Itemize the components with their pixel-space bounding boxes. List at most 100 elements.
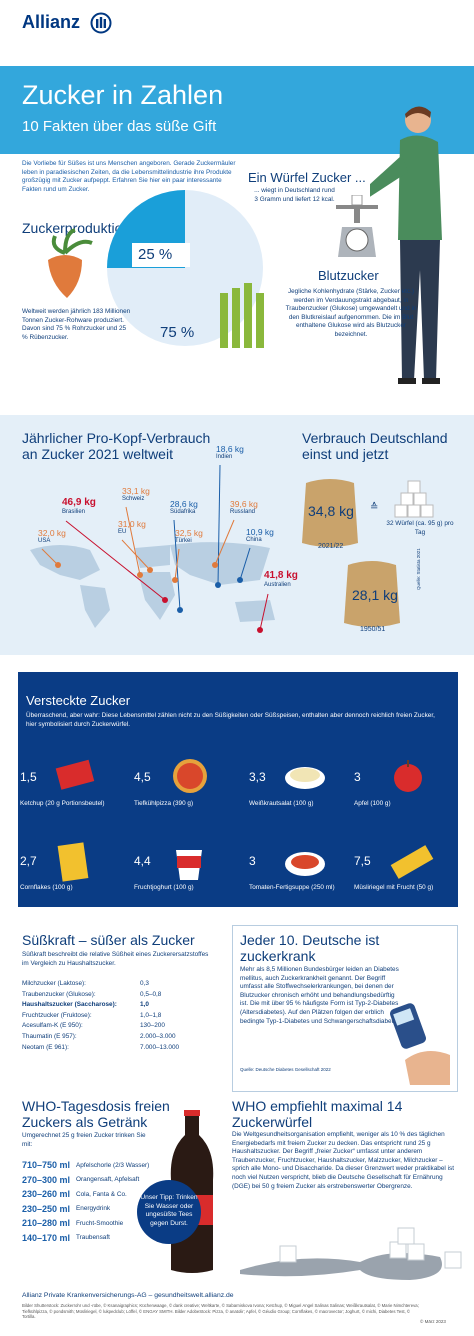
sweetness-title: Süßkraft – süßer als Zucker xyxy=(22,932,195,948)
drink-amount: 140–170 ml xyxy=(22,1232,71,1243)
drink-amount: 710–750 ml xyxy=(22,1160,71,1170)
diabetes-box xyxy=(232,925,458,1092)
sweetness-cell: Haushaltszucker (Saccharose): xyxy=(22,1001,117,1009)
intro-text: Die Vorliebe für Süßes ist uns Menschen … xyxy=(22,160,236,193)
food-label: Fruchtjoghurt (100 g) xyxy=(134,884,194,891)
banner xyxy=(0,66,474,154)
food-label: Tomaten-Fertigsuppe (250 ml) xyxy=(249,884,335,891)
country-name: Brasilien xyxy=(62,509,86,515)
sugar-cubes: 7,5 xyxy=(354,854,371,868)
country-name: China xyxy=(246,537,262,543)
country-value: 33,1 kg xyxy=(122,486,150,496)
food-icon xyxy=(57,842,89,882)
diabetes-title: Jeder 10. Deutsche ist zuckerkrank xyxy=(240,932,380,964)
country-name: Südafrika xyxy=(170,509,196,515)
beet-share: 25 % xyxy=(138,246,173,263)
country-value: 10,9 kg xyxy=(246,527,274,537)
pin xyxy=(121,539,153,573)
sweetness-cell: Fruchtzucker (Fruktose): xyxy=(22,1011,92,1019)
sugar-cubes: 2,7 xyxy=(20,854,37,868)
food-icon xyxy=(285,852,325,876)
food-label: Tiefkühlpizza (390 g) xyxy=(134,800,194,807)
spoon-illustration xyxy=(240,1227,462,1280)
production-title: Zuckerproduktion xyxy=(22,220,131,236)
sweetness-cell: Thaumatin (E 957): xyxy=(22,1033,77,1040)
country-value: 32,5 kg xyxy=(175,528,203,538)
pin xyxy=(257,593,269,633)
sweetness-cell: 2.000–3.000 xyxy=(140,1033,176,1040)
footer-date: © März 2023 xyxy=(420,1319,446,1324)
drink-amount: 230–260 ml xyxy=(22,1189,71,1199)
country-name: Indien xyxy=(216,454,233,460)
country-name: Australien xyxy=(264,582,291,588)
sweetness-text: Süßkraft beschreibt die relative Süßheit… xyxy=(22,951,209,967)
drink-name: Traubensaft xyxy=(76,1234,110,1241)
sugar-cubes: 1,5 xyxy=(20,770,37,784)
drink-name: Orangensaft, Apfelsaft xyxy=(76,1176,140,1183)
then-value: 28,1 kg xyxy=(352,587,398,603)
glucometer-illustration xyxy=(390,1003,450,1085)
food-icon xyxy=(173,759,207,793)
food-icon xyxy=(390,845,434,879)
who-drinks-title: WHO-Tagesdosis freien Zuckers als Geträn… xyxy=(22,1098,170,1130)
sweetness-cell: 0,5–0,8 xyxy=(140,990,162,998)
banner-title: Zucker in Zahlen xyxy=(22,80,224,110)
cane-share: 75 % xyxy=(160,324,195,341)
pin xyxy=(65,520,168,603)
sugar-cubes: 3,3 xyxy=(249,770,266,784)
production-pie xyxy=(48,190,264,348)
sweetness-cell: Traubenzucker (Glukose): xyxy=(22,990,96,998)
country-value: 28,6 kg xyxy=(170,499,198,509)
sweetness-cell: 0,3 xyxy=(140,980,149,987)
food-label: Cornflakes (100 g) xyxy=(20,884,73,891)
cube-text: ... wiegt in Deutschland rund 3 Gramm un… xyxy=(254,187,335,203)
diabetes-text: Mehr als 8,5 Millionen Bundesbürger leid… xyxy=(240,966,402,1025)
who-drinks-text: Umgerechnet 25 g freien Zucker trinken S… xyxy=(22,1132,146,1148)
cube-title: Ein Würfel Zucker ... xyxy=(248,170,366,185)
country-name: USA xyxy=(38,538,51,544)
food-icon xyxy=(55,759,95,790)
production-text: Weltweit werden jährlich 183 Millionen T… xyxy=(22,308,131,341)
pin xyxy=(212,519,235,568)
drink-name: Apfelschorle (2/3 Wasser) xyxy=(76,1161,150,1169)
food-label: Müsliriegel mit Frucht (50 g) xyxy=(354,884,434,891)
hidden-sugar-section xyxy=(18,672,458,907)
food-label: Ketchup (20 g Portionsbeutel) xyxy=(20,800,105,807)
sweetness-cell: Acesulfam-K (E 950): xyxy=(22,1022,83,1030)
country-value: 32,0 kg xyxy=(38,528,66,538)
who-cubes-text: Die Weltgesundheitsorganisation empfiehl… xyxy=(232,1131,454,1190)
drink-name: Cola, Fanta & Co. xyxy=(76,1190,127,1198)
tip-bubble xyxy=(137,1180,201,1244)
country-name: Schweiz xyxy=(122,496,145,502)
who-cubes-title: WHO empfiehlt maximal 14 Zuckerwürfel xyxy=(232,1098,403,1130)
sweetness-cell: 130–200 xyxy=(140,1022,165,1030)
hidden-title: Versteckte Zucker xyxy=(26,693,131,708)
sweetness-cell: 1,0 xyxy=(140,1001,149,1009)
footer-credits: Bilder Shutterstock: Zuckerrohr und -rüb… xyxy=(22,1303,419,1320)
world-title: Jährlicher Pro-Kopf-Verbrauch an Zucker … xyxy=(22,430,211,462)
country-value: 41,8 kg xyxy=(264,570,298,581)
drink-name: Energydrink xyxy=(76,1205,111,1212)
sweetness-cell: 7.000–13.000 xyxy=(140,1043,180,1051)
country-value: 39,6 kg xyxy=(230,499,258,509)
world-map xyxy=(30,542,275,628)
hidden-text: Überraschend, aber wahr: Diese Lebensmit… xyxy=(26,712,435,728)
footer-company: Allianz Private Krankenversicherungs-AG … xyxy=(22,1292,234,1299)
diabetes-source: Quelle: Deutsche Diabetes Gesellschaft 2… xyxy=(240,1067,331,1072)
blood-sugar-title: Blutzucker xyxy=(318,268,379,283)
banner-subtitle: 10 Fakten über das süße Gift xyxy=(22,118,217,135)
country-value: 46,9 kg xyxy=(62,497,96,508)
sweetness-cell: Neotam (E 961): xyxy=(22,1043,69,1051)
food-label: Apfel (100 g) xyxy=(354,800,391,807)
food-icon xyxy=(285,767,325,789)
drink-amount: 230–250 ml xyxy=(22,1203,71,1214)
drink-amount: 270–300 ml xyxy=(22,1174,71,1185)
brand: Allianz xyxy=(22,12,81,32)
food-icon xyxy=(394,760,422,792)
brand-logo xyxy=(90,12,112,34)
drink-name: Frucht-Smoothie xyxy=(76,1219,124,1227)
drink-amount: 210–280 ml xyxy=(22,1218,71,1228)
pin xyxy=(41,548,61,568)
now-period: 2021/22 xyxy=(318,543,344,550)
blood-sugar-text: Jegliche Kohlenhydrate (Stärke, Zucker e… xyxy=(285,288,417,338)
